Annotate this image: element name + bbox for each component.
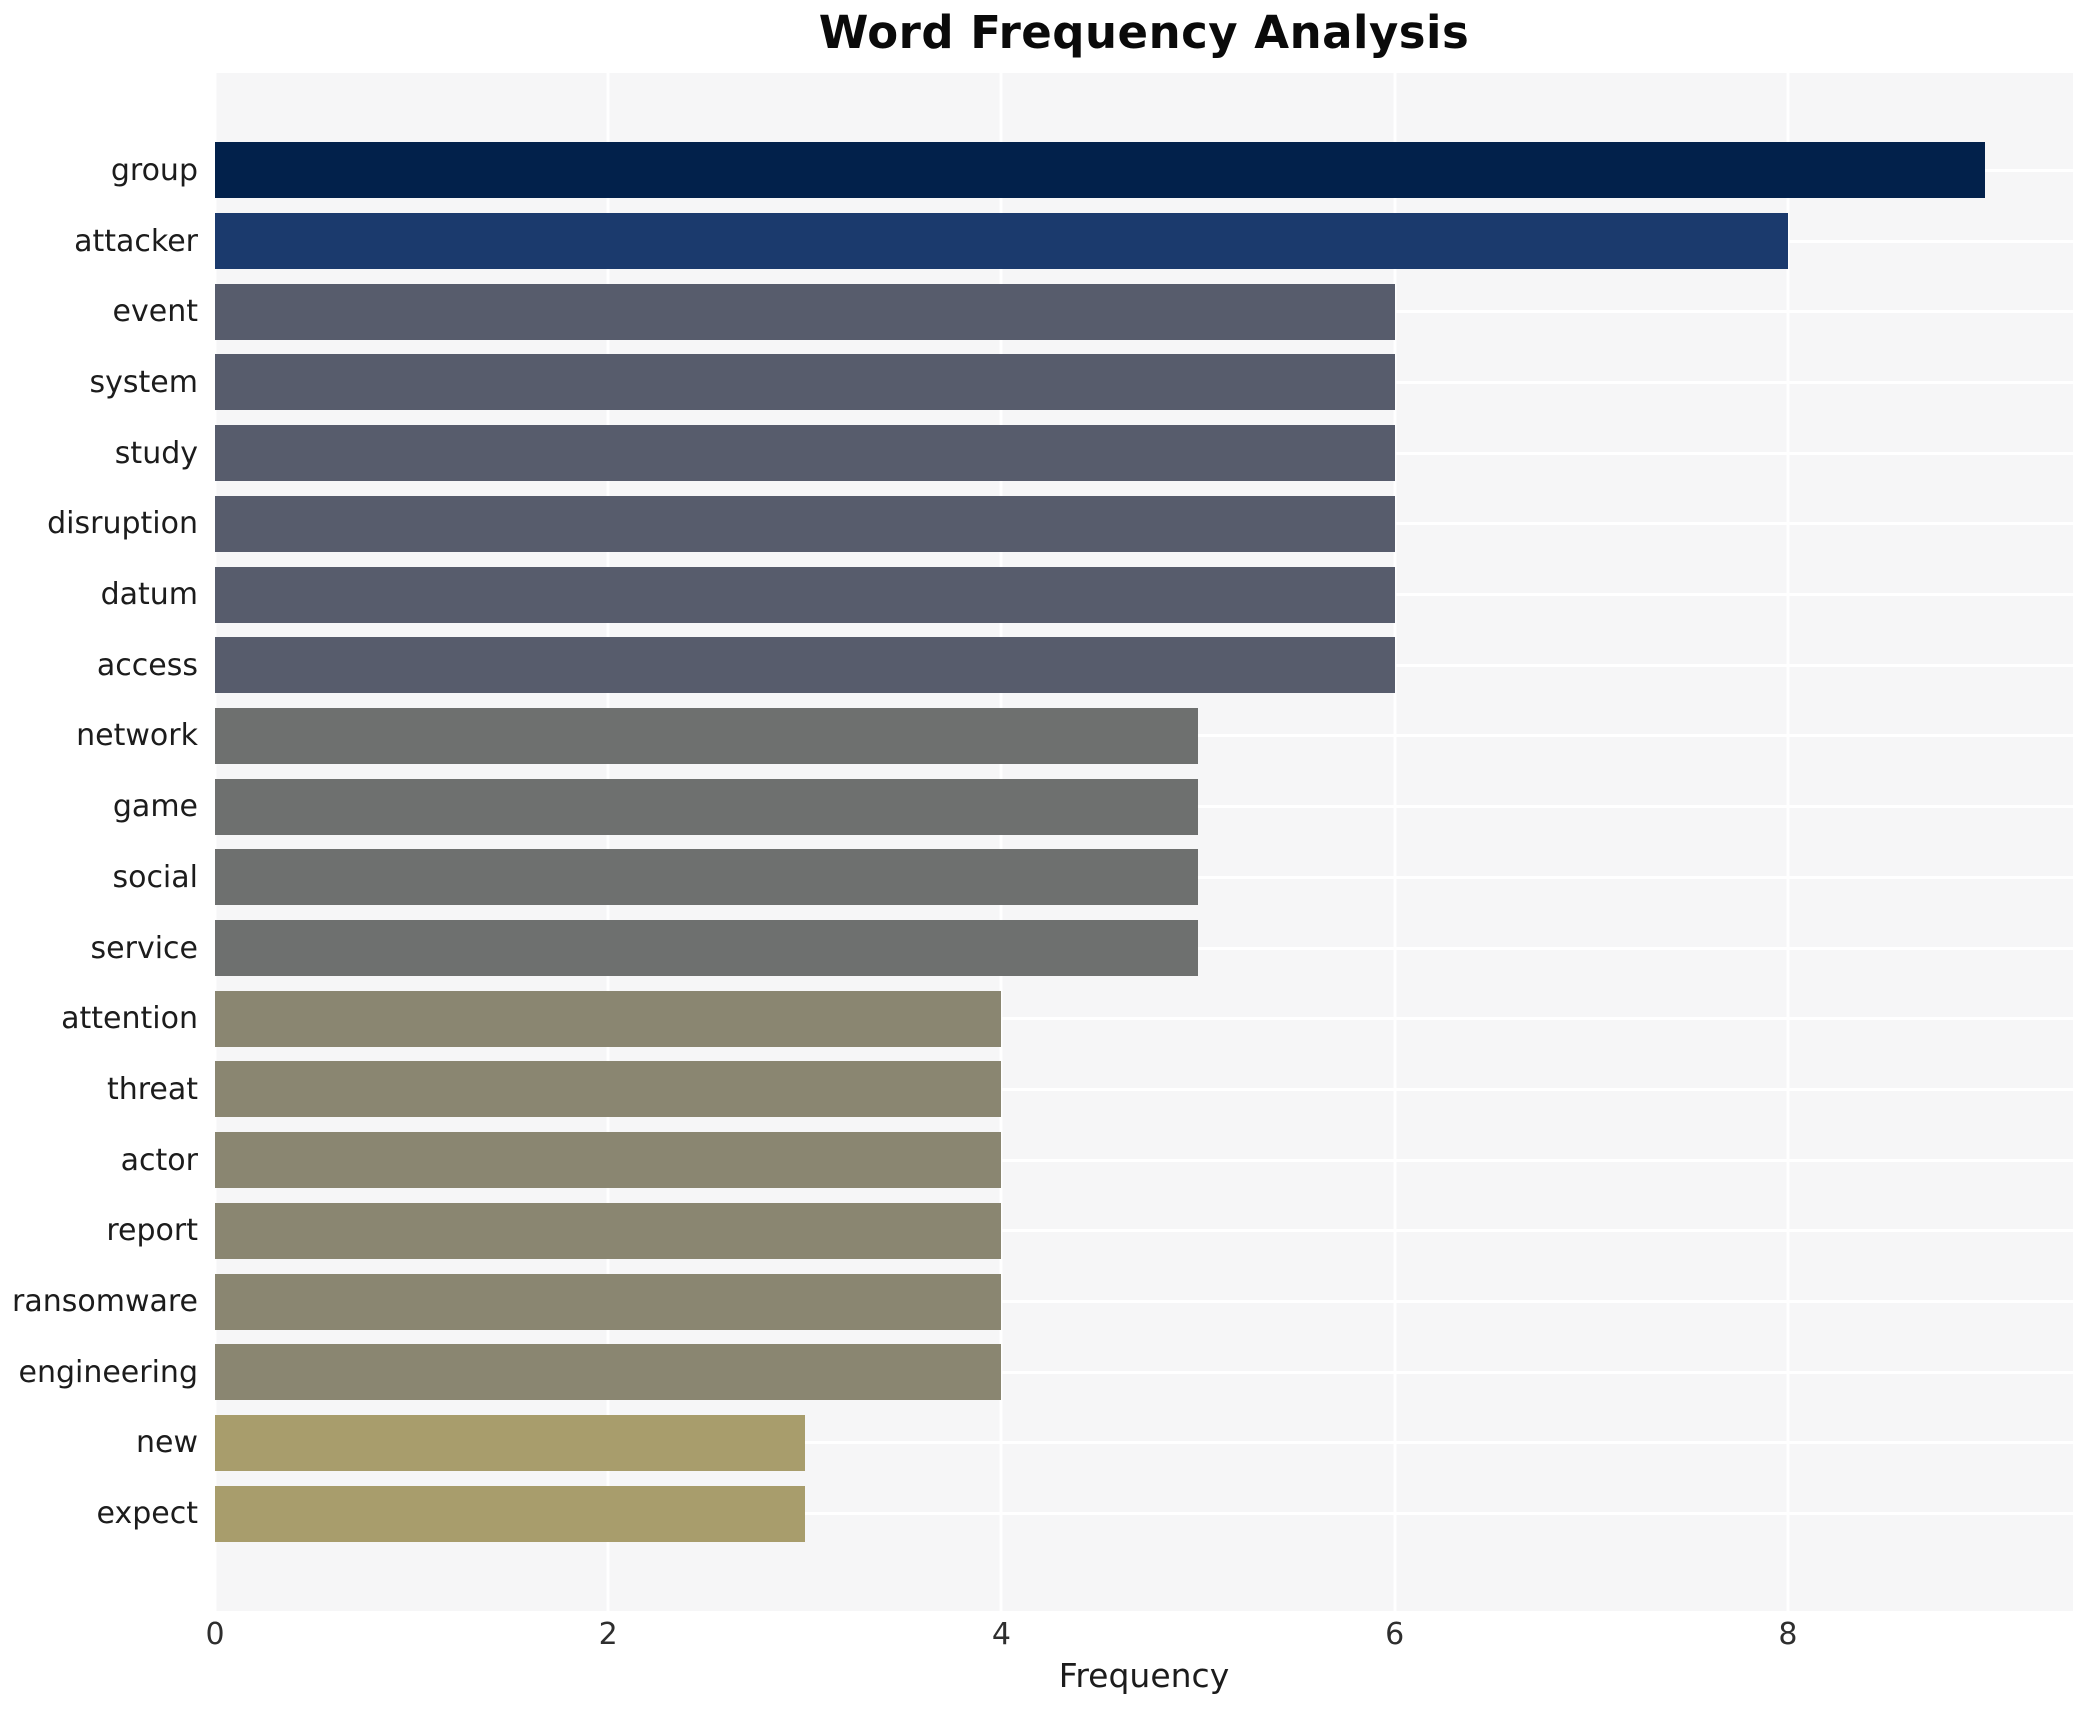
category-label-attacker: attacker — [74, 223, 198, 259]
frequency-bar-report — [215, 1202, 1002, 1259]
vertical-gridline — [1786, 73, 1790, 1611]
frequency-bar-game — [215, 778, 1199, 835]
category-label-engineering: engineering — [18, 1354, 198, 1390]
horizontal-gridline — [215, 1441, 2073, 1445]
frequency-bar-disruption — [215, 495, 1395, 552]
x-axis-ticks: 0 2 4 6 8 — [205, 1617, 2073, 1653]
frequency-bar-social — [215, 849, 1199, 906]
y-axis-labels: group attacker event system study disruption d… — [0, 73, 198, 1611]
category-label-new: new — [135, 1425, 198, 1461]
horizontal-gridline — [215, 1370, 2073, 1374]
category-label-network: network — [76, 718, 198, 754]
vertical-gridline — [999, 73, 1003, 1611]
frequency-bar-actor — [215, 1132, 1002, 1189]
horizontal-gridline — [215, 1229, 2073, 1233]
frequency-bar-ransomware — [215, 1273, 1002, 1330]
horizontal-gridline — [215, 1300, 2073, 1304]
chart-title: Word Frequency Analysis — [818, 6, 1470, 59]
category-label-group: group — [110, 152, 198, 188]
frequency-bar-system — [215, 354, 1395, 411]
category-label-access: access — [96, 647, 198, 683]
horizontal-gridline — [215, 1158, 2073, 1162]
x-tick-label-2: 2 — [598, 1617, 618, 1652]
category-label-ransomware: ransomware — [12, 1284, 198, 1320]
category-label-study: study — [114, 435, 198, 471]
frequency-bar-datum — [215, 566, 1395, 623]
x-tick-label-0: 0 — [205, 1617, 225, 1652]
vertical-gridline — [1393, 73, 1397, 1611]
frequency-bar-expect — [215, 1485, 805, 1542]
x-tick-label-4: 4 — [991, 1617, 1011, 1652]
horizontal-gridline — [215, 1512, 2073, 1516]
x-tick-label-6: 6 — [1385, 1617, 1405, 1652]
plot-area — [213, 73, 2073, 1611]
horizontal-gridline — [215, 1087, 2073, 1091]
category-label-disruption: disruption — [47, 506, 198, 542]
frequency-bar-threat — [215, 1061, 1002, 1118]
category-label-datum: datum — [100, 577, 198, 613]
category-label-game: game — [112, 789, 198, 825]
horizontal-gridline — [215, 1017, 2073, 1021]
category-label-attention: attention — [61, 1001, 198, 1037]
x-axis-label: Frequency — [1058, 1656, 1230, 1695]
frequency-bar-new — [215, 1414, 805, 1471]
category-label-event: event — [112, 294, 198, 330]
frequency-bar-network — [215, 707, 1199, 764]
category-label-service: service — [90, 930, 198, 966]
category-label-actor: actor — [120, 1142, 198, 1178]
frequency-bar-attention — [215, 990, 1002, 1047]
vertical-gridline — [606, 73, 610, 1611]
frequency-bar-service — [215, 920, 1199, 977]
frequency-bar-group — [215, 142, 1985, 199]
frequency-bar-attacker — [215, 213, 1788, 270]
category-label-expect: expect — [96, 1496, 198, 1532]
frequency-bar-event — [215, 283, 1395, 340]
category-label-system: system — [89, 364, 198, 400]
frequency-bar-access — [215, 637, 1395, 694]
vertical-gridline — [213, 73, 217, 1611]
category-label-threat: threat — [106, 1071, 198, 1107]
category-label-report: report — [106, 1213, 198, 1249]
x-tick-label-8: 8 — [1778, 1617, 1798, 1652]
frequency-bar-engineering — [215, 1344, 1002, 1401]
frequency-bar-study — [215, 425, 1395, 482]
category-label-social: social — [112, 859, 198, 895]
